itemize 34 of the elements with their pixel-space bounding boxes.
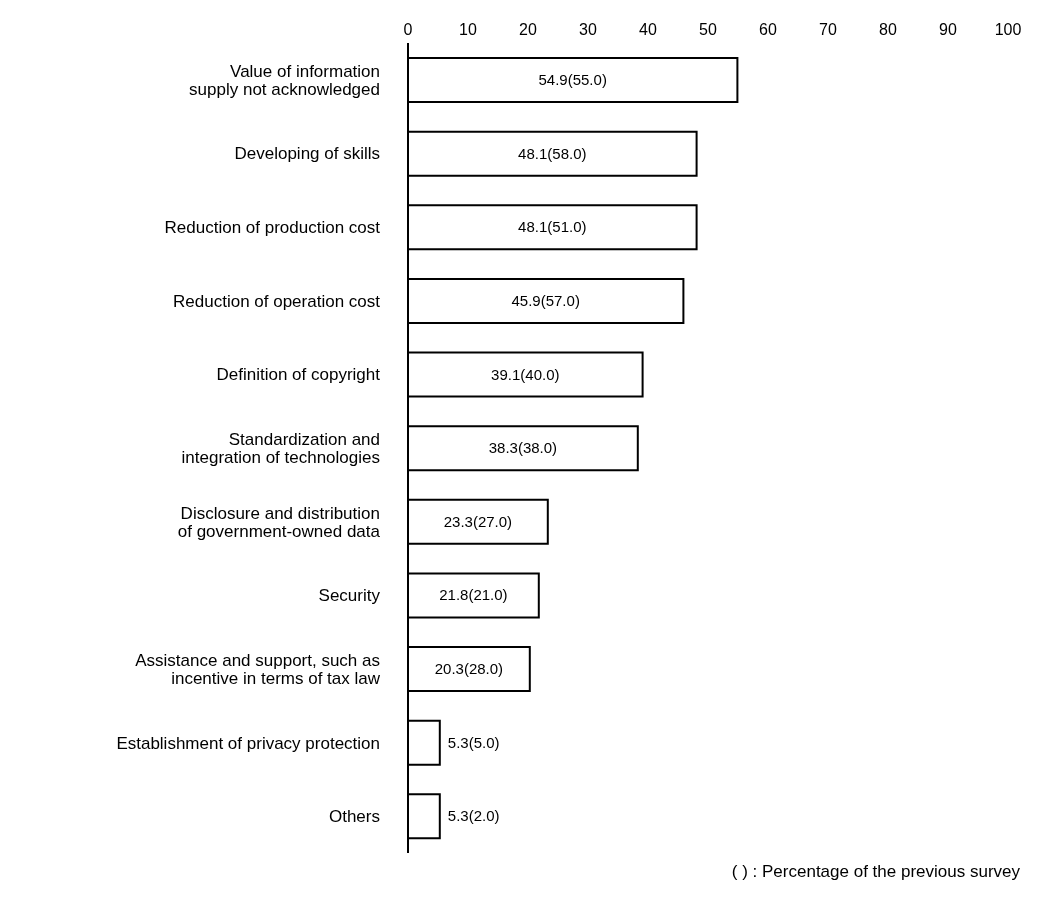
x-tick-label: 70: [819, 21, 837, 38]
y-tick-label: Disclosure and distribution of government-owned data: [177, 503, 381, 541]
data-label: 5.3(5.0): [447, 733, 500, 751]
x-tick-label: 100: [994, 21, 1022, 38]
data-label: 5.3(2.0): [447, 807, 500, 825]
y-tick-label: Others: [328, 807, 380, 827]
text: ( ) : Percentage of the previous survey: [730, 862, 1020, 882]
y-tick-label: Value of information supply not acknowledged: [189, 61, 380, 99]
x-tick-label: 50: [699, 21, 717, 38]
x-tick-label: 80: [879, 21, 897, 38]
data-label: 48.1(58.0): [518, 144, 587, 162]
x-tick-label: 40: [639, 21, 657, 38]
data-label: 23.3(27.0): [443, 512, 513, 530]
data-label: 45.9(57.0): [511, 291, 580, 309]
data-label: 20.3(28.0): [434, 660, 504, 678]
data-label: 54.9(55.0): [538, 71, 607, 88]
y-tick-label: Developing of skills: [234, 144, 380, 164]
data-label: 38.3(38.0): [488, 439, 558, 457]
y-tick-label: Assistance and support, such as incentive in terms of tax law: [135, 650, 381, 688]
x-tick-label: 30: [579, 21, 597, 38]
y-tick-label: Establishment of privacy protection: [116, 733, 380, 753]
x-tick-label: 90: [939, 21, 957, 38]
y-tick-label: Security: [318, 586, 381, 606]
x-tick-label: 0: [403, 21, 413, 38]
y-tick-label: Definition of copyright: [216, 365, 381, 385]
data-label: 39.1(40.0): [491, 365, 560, 383]
data-label: 48.1(51.0): [518, 218, 587, 236]
x-tick-label: 60: [759, 21, 777, 38]
x-tick-label: 10: [459, 21, 477, 38]
y-tick-label: Reduction of operation cost: [173, 291, 381, 311]
y-tick-label: Standardization and integration of technologies: [181, 430, 380, 467]
y-tick-label: Reduction of production cost: [164, 218, 381, 238]
x-tick-label: 20: [519, 21, 537, 38]
data-label: 21.8(21.0): [439, 586, 508, 604]
